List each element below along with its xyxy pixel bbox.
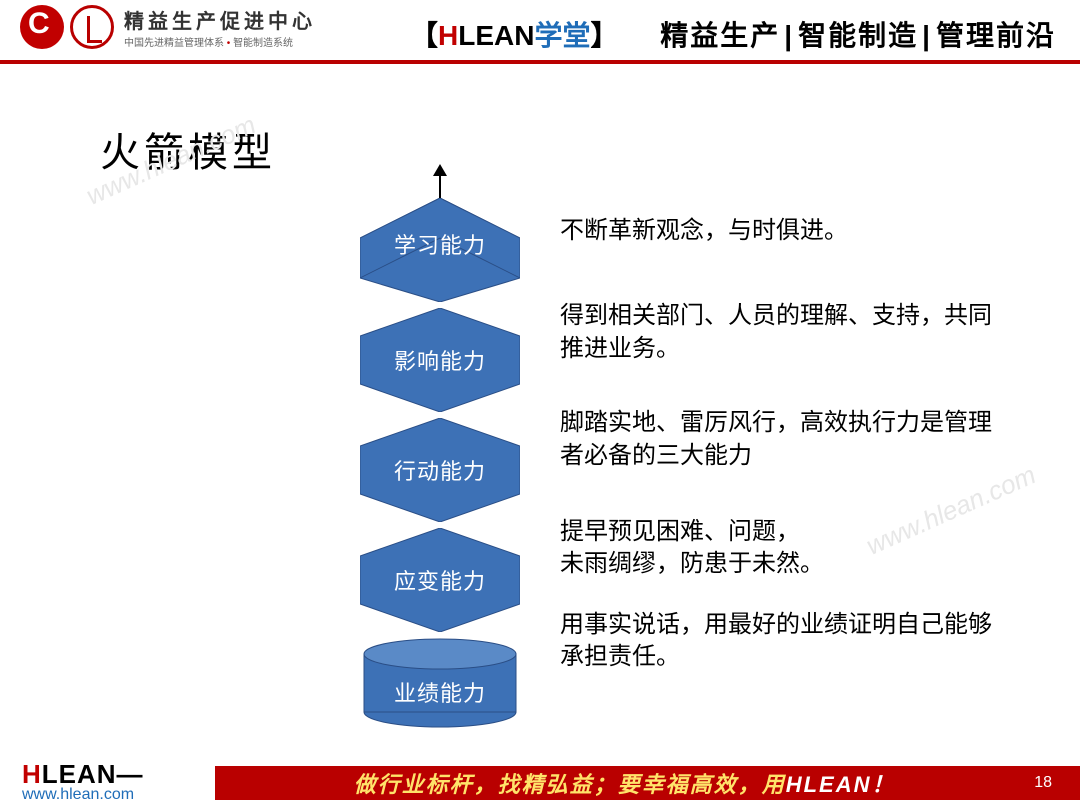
chevron-influence: 影响能力 (360, 308, 520, 384)
footer-url: www.hlean.com (22, 786, 144, 804)
logo-l-icon (70, 5, 114, 49)
chevron-label: 行动能力 (360, 454, 520, 486)
arrow-shaft (439, 175, 441, 199)
descriptions: 不断革新观念，与时俱进。 得到相关部门、人员的理解、支持，共同推进业务。 脚踏实… (560, 215, 1000, 722)
desc-action: 脚踏实地、雷厉风行，高效执行力是管理者必备的三大能力 (560, 407, 1000, 472)
rocket-diagram: 学习能力 影响能力 行动能力 应变能力 业绩 (340, 170, 540, 728)
org-logo: 精益生产促进中心 中国先进精益管理体系 • 智能制造系统 (20, 5, 316, 49)
slide-title: 火箭模型 (100, 120, 276, 178)
chevron-label: 学习能力 (360, 228, 520, 260)
footer-bar: 做行业标杆，找精弘益；要幸福高效，用HLEAN！ 18 (215, 766, 1080, 800)
header-bar: 精益生产促进中心 中国先进精益管理体系 • 智能制造系统 【HLEAN学堂】 精… (0, 0, 1080, 64)
footer-slogan: 做行业标杆，找精弘益；要幸福高效，用HLEAN！ (215, 767, 1034, 799)
chevron-learning: 学习能力 (360, 198, 520, 274)
header-keywords: 精益生产|智能制造|管理前沿 (660, 14, 1056, 54)
desc-performance: 用事实说话，用最好的业绩证明自己能够承担责任。 (560, 609, 1000, 674)
desc-adapt: 提早预见困难、问题，未雨绸缪，防患于未然。 (560, 516, 1000, 581)
chevron-label: 影响能力 (360, 344, 520, 376)
brand-title: 【HLEAN学堂】 (410, 14, 619, 54)
chevron-adapt: 应变能力 (360, 528, 520, 604)
logo-c-icon (20, 5, 64, 49)
chevron-action: 行动能力 (360, 418, 520, 494)
desc-learning: 不断革新观念，与时俱进。 (560, 215, 1000, 247)
footer: HLEAN— www.hlean.com 做行业标杆，找精弘益；要幸福高效，用H… (0, 764, 1080, 810)
page-number: 18 (1034, 774, 1052, 792)
chevron-label: 应变能力 (360, 564, 520, 596)
cylinder-performance: 业绩能力 (362, 638, 518, 728)
footer-logo: HLEAN— www.hlean.com (22, 759, 144, 804)
cylinder-label: 业绩能力 (362, 676, 518, 708)
desc-influence: 得到相关部门、人员的理解、支持，共同推进业务。 (560, 300, 1000, 365)
org-name: 精益生产促进中心 (124, 5, 316, 34)
org-subtitle: 中国先进精益管理体系 • 智能制造系统 (124, 34, 316, 49)
org-text: 精益生产促进中心 中国先进精益管理体系 • 智能制造系统 (124, 5, 316, 49)
